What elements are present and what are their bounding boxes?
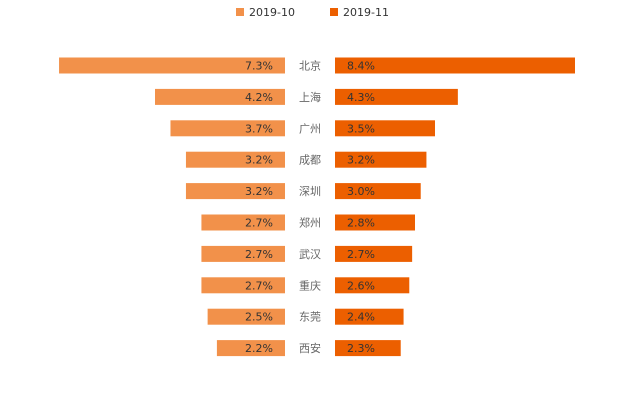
value-label-2019-11-1: 4.3% xyxy=(347,91,375,104)
bar-2019-11-2[interactable] xyxy=(335,120,435,137)
bar-2019-11-0[interactable] xyxy=(335,57,575,74)
value-label-2019-10-3: 3.2% xyxy=(245,154,273,167)
bar-2019-10-1[interactable] xyxy=(155,88,285,105)
value-label-2019-11-6: 2.7% xyxy=(347,248,375,261)
legend-2019-10-swatch[interactable] xyxy=(236,8,244,16)
bar-2019-10-8[interactable] xyxy=(207,308,285,325)
category-label-9: 西安 xyxy=(299,341,321,355)
bar-2019-10-7[interactable] xyxy=(201,277,285,294)
value-label-2019-10-1: 4.2% xyxy=(245,91,273,104)
bar-2019-11-6[interactable] xyxy=(335,245,413,262)
value-label-2019-10-2: 3.7% xyxy=(245,122,273,135)
bar-2019-10-6[interactable] xyxy=(201,245,285,262)
value-label-2019-11-5: 2.8% xyxy=(347,217,375,230)
category-label-4: 深圳 xyxy=(299,185,321,198)
bar-2019-11-4[interactable] xyxy=(335,183,421,200)
bar-2019-11-5[interactable] xyxy=(335,214,415,231)
value-label-2019-11-4: 3.0% xyxy=(347,185,375,198)
value-label-2019-10-4: 3.2% xyxy=(245,185,273,198)
bar-2019-10-5[interactable] xyxy=(201,214,285,231)
category-label-2: 广州 xyxy=(299,122,321,135)
bar-2019-10-3[interactable] xyxy=(185,151,285,168)
value-label-2019-10-5: 2.7% xyxy=(245,217,273,230)
value-label-2019-11-9: 2.3% xyxy=(347,342,375,355)
bar-2019-10-4[interactable] xyxy=(185,183,285,200)
value-label-2019-10-6: 2.7% xyxy=(245,248,273,261)
category-label-7: 重庆 xyxy=(299,278,321,292)
value-label-2019-11-8: 2.4% xyxy=(347,311,375,324)
legend-2019-11-label[interactable]: 2019-11 xyxy=(343,6,389,19)
bar-2019-10-0[interactable] xyxy=(59,57,285,74)
bar-2019-10-9[interactable] xyxy=(216,340,285,357)
category-label-6: 武汉 xyxy=(299,248,321,261)
value-label-2019-11-7: 2.6% xyxy=(347,279,375,292)
value-label-2019-10-9: 2.2% xyxy=(245,342,273,355)
bar-2019-11-7[interactable] xyxy=(335,277,410,294)
bar-2019-11-1[interactable] xyxy=(335,88,458,105)
bar-2019-11-8[interactable] xyxy=(335,308,404,325)
category-label-8: 东莞 xyxy=(299,311,321,324)
value-label-2019-10-0: 7.3% xyxy=(245,60,273,73)
value-label-2019-11-2: 3.5% xyxy=(347,122,375,135)
legend: 2019-10 2019-11 xyxy=(236,6,389,19)
category-label-5: 郑州 xyxy=(299,216,321,230)
series-2019-10-bars: 7.3% 4.2% 3.7% 3.2% 3.2% 2.7% 2.7% 2.7% 2.5% 2.2% xyxy=(59,57,285,357)
category-label-3: 成都 xyxy=(299,154,321,167)
bar-2019-10-2[interactable] xyxy=(170,120,285,137)
bar-2019-11-3[interactable] xyxy=(335,151,427,168)
legend-2019-10-label[interactable]: 2019-10 xyxy=(249,6,295,19)
value-label-2019-10-7: 2.7% xyxy=(245,279,273,292)
value-label-2019-11-3: 3.2% xyxy=(347,154,375,167)
value-label-2019-10-8: 2.5% xyxy=(245,311,273,324)
value-label-2019-11-0: 8.4% xyxy=(347,60,375,73)
series-2019-11-bars: 8.4% 4.3% 3.5% 3.2% 3.0% 2.8% 2.7% 2.6% 2.4% 2.3% xyxy=(335,57,575,357)
category-label-0: 北京 xyxy=(299,59,321,73)
bar-2019-11-9[interactable] xyxy=(335,340,401,357)
category-label-1: 上海 xyxy=(299,90,321,104)
legend-2019-11-swatch[interactable] xyxy=(330,8,338,16)
